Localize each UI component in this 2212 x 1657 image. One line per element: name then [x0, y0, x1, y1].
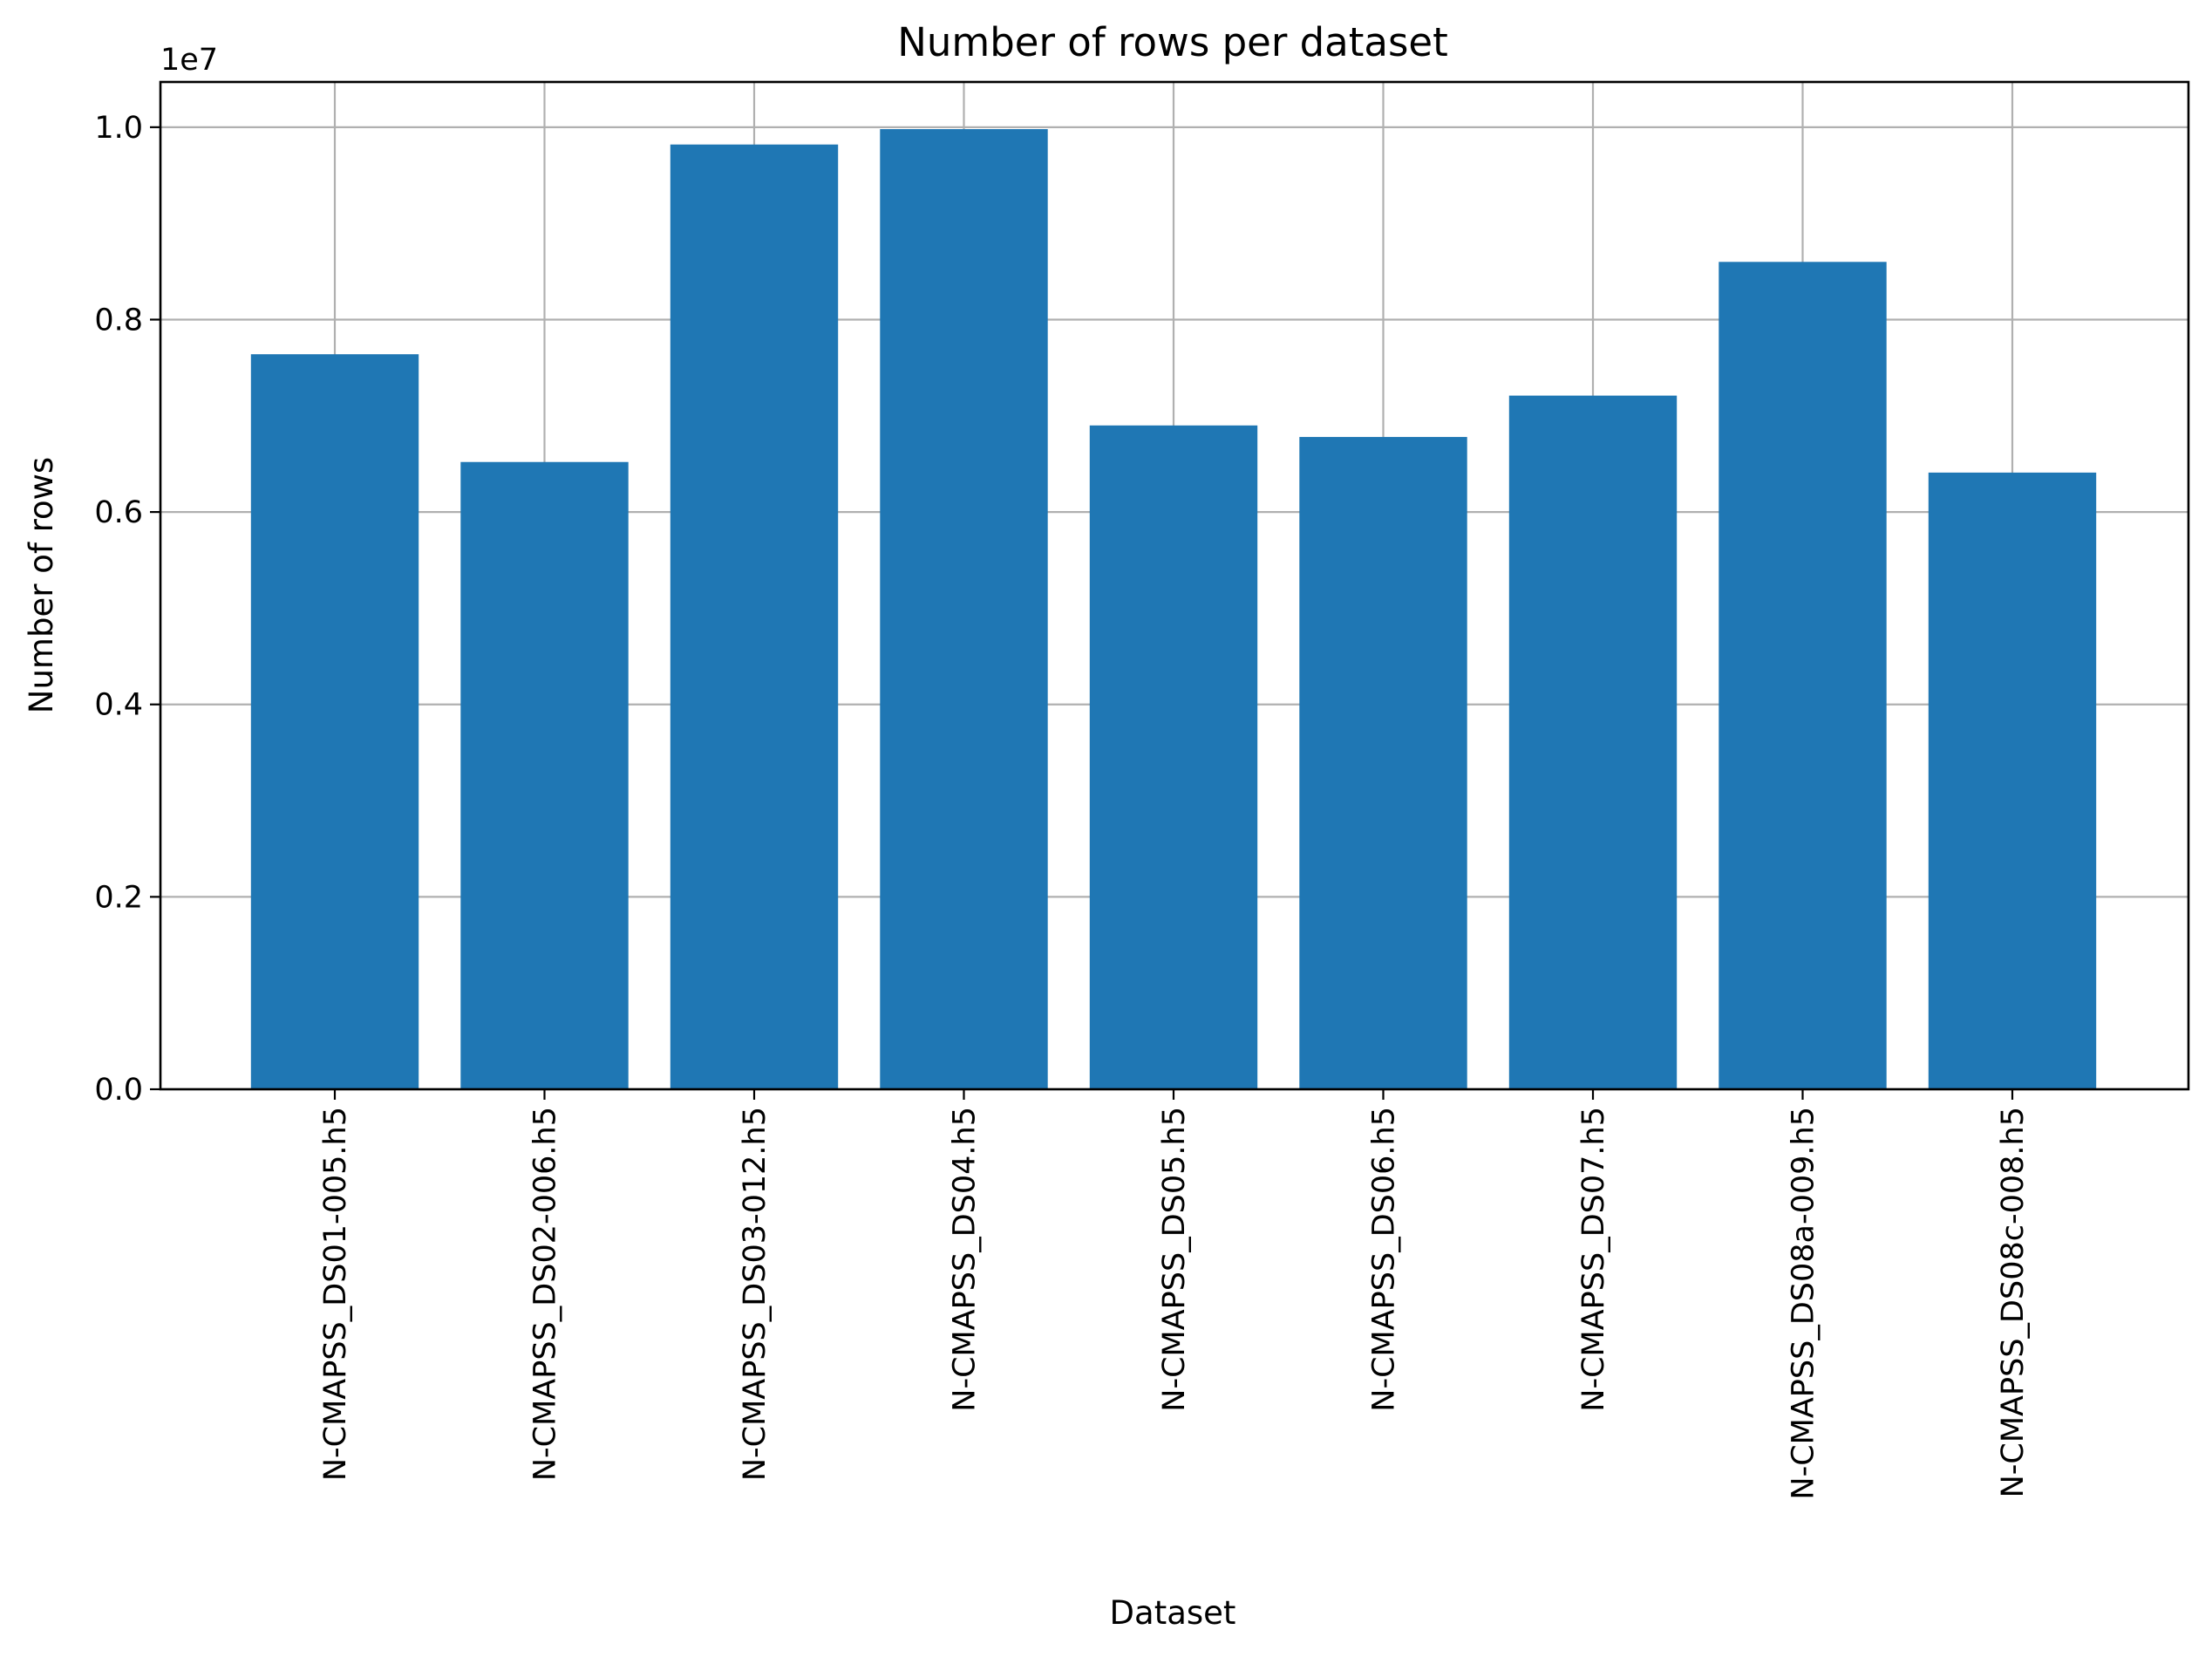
x-axis-label: Dataset [1110, 1594, 1236, 1632]
x-tick-label: N-CMAPSS_DS01-005.h5 [318, 1107, 353, 1481]
y-tick-labels: 0.0 0.2 0.4 0.6 0.8 1.0 [94, 111, 143, 1108]
y-tick-label: 1.0 [94, 111, 143, 146]
x-tick-label: N-CMAPSS_DS04.h5 [948, 1107, 983, 1412]
x-tick-label: N-CMAPSS_DS06.h5 [1367, 1107, 1402, 1412]
y-tick-label: 0.4 [94, 688, 143, 723]
y-tick-label: 0.8 [94, 303, 143, 338]
y-offset-label: 1e7 [160, 43, 218, 78]
y-tick-label: 0.6 [94, 495, 143, 530]
bar [880, 129, 1048, 1089]
bars [250, 129, 2097, 1090]
x-tick-labels: N-CMAPSS_DS01-005.h5 N-CMAPSS_DS02-006.h5… [318, 1107, 2031, 1500]
chart-title: Number of rows per dataset [897, 19, 1448, 65]
x-tick-label: N-CMAPSS_DS08c-008.h5 [1996, 1107, 2031, 1497]
x-tick-label: N-CMAPSS_DS03-012.h5 [738, 1107, 772, 1481]
bar [1508, 395, 1678, 1089]
x-tick-label: N-CMAPSS_DS05.h5 [1157, 1107, 1192, 1412]
x-tick-label: N-CMAPSS_DS08a-009.h5 [1787, 1107, 1821, 1500]
y-axis-label: Number of rows [23, 457, 60, 713]
x-tick-label: N-CMAPSS_DS02-006.h5 [528, 1107, 563, 1481]
bar [1089, 425, 1258, 1090]
bar [250, 354, 419, 1089]
bar [460, 461, 629, 1089]
bar [670, 144, 839, 1090]
bar [1299, 437, 1467, 1089]
bar [1928, 472, 2097, 1089]
axis-ticks [150, 126, 2014, 1100]
bar [1719, 262, 1887, 1089]
x-tick-label: N-CMAPSS_DS07.h5 [1576, 1107, 1611, 1412]
y-tick-label: 0.0 [94, 1073, 143, 1108]
y-tick-label: 0.2 [94, 880, 143, 915]
